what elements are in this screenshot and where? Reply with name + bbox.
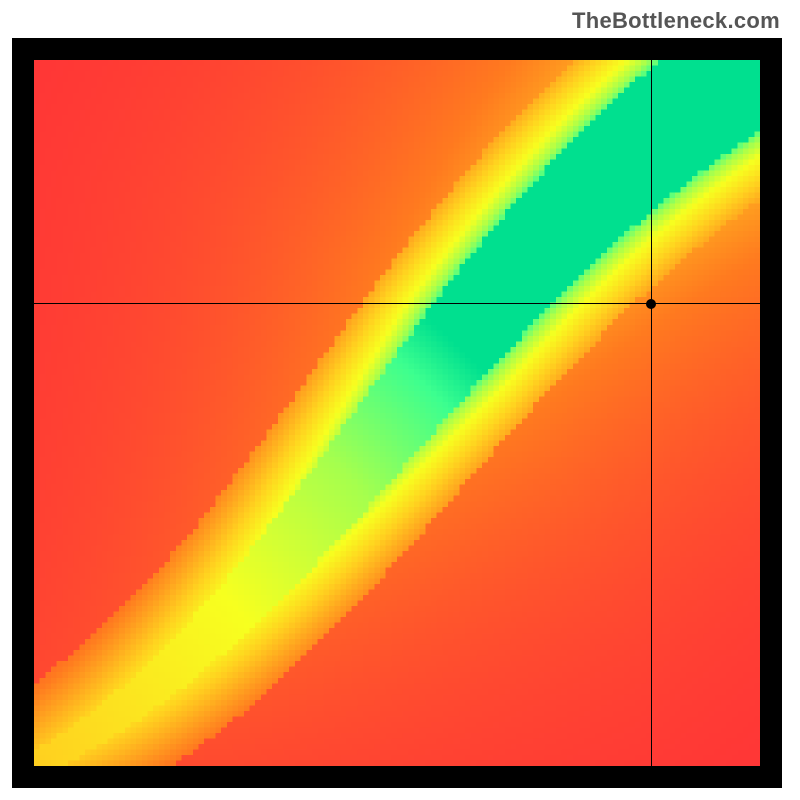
crosshair-marker-dot xyxy=(646,299,656,309)
crosshair-vertical xyxy=(651,60,652,766)
watermark-text: TheBottleneck.com xyxy=(572,8,780,34)
plot-frame xyxy=(12,38,782,788)
chart-container: TheBottleneck.com xyxy=(0,0,800,800)
